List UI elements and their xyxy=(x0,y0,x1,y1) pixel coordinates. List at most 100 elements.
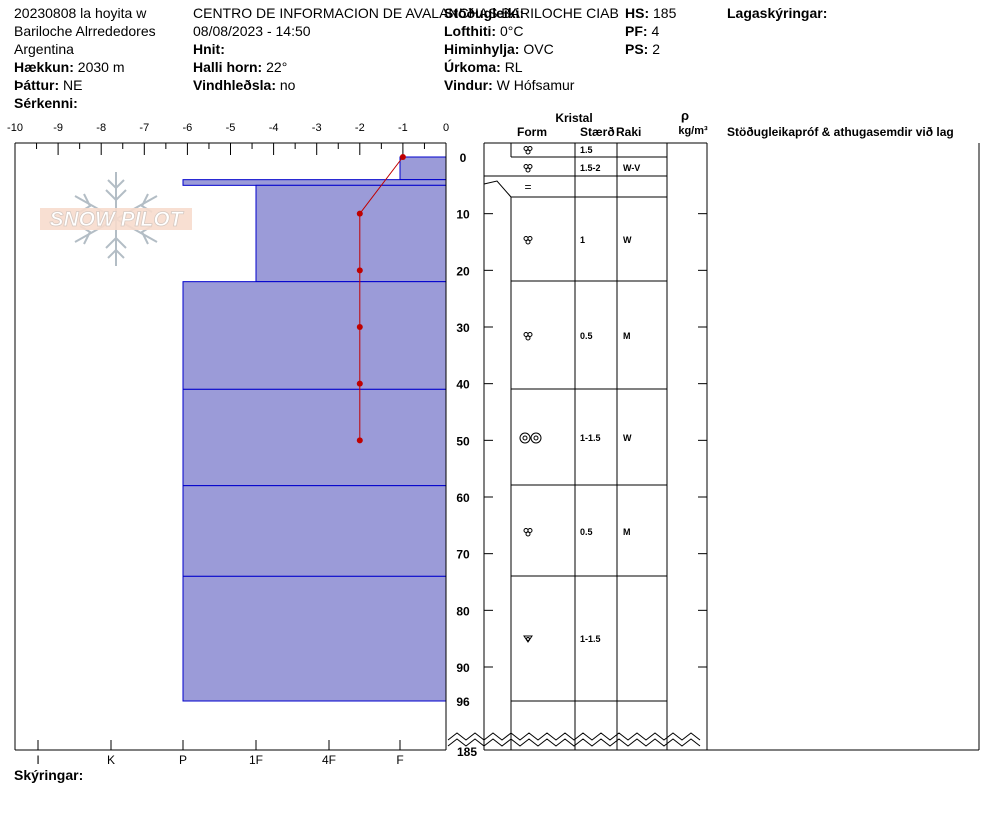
depth-tick-label: 80 xyxy=(456,604,470,618)
layer-moisture: W-V xyxy=(623,163,640,173)
precip-label: Úrkoma: xyxy=(444,59,501,75)
hardness-bar-0 xyxy=(399,156,447,181)
hardness-bar-6 xyxy=(182,575,447,702)
layer-size: 0.5 xyxy=(580,331,593,341)
moisture-header: Raki xyxy=(616,125,641,139)
temp-tick-label: -7 xyxy=(139,122,149,134)
hardness-bars xyxy=(182,156,447,702)
comments-header: Stöðugleikapróf & athugasemdir við lag xyxy=(727,125,954,139)
wind-value: W Hófsamur xyxy=(496,77,575,93)
depth-tick-label: 30 xyxy=(456,321,470,335)
hardness-label: P xyxy=(179,753,187,767)
hs-label: HS: xyxy=(625,5,650,21)
elevation-label: Hækkun: xyxy=(14,59,74,75)
break-zigzag xyxy=(447,738,701,747)
temperature-point xyxy=(356,380,363,387)
crystal-form-icon-3 xyxy=(523,332,533,341)
hardness-label: 4F xyxy=(322,753,336,767)
wind-loading-row: Vindhleðsla: no xyxy=(193,77,295,93)
hardness-label: 1F xyxy=(249,753,263,767)
break-zigzag xyxy=(447,732,701,741)
location-country: Argentina xyxy=(14,41,74,57)
wind-label: Vindur: xyxy=(444,77,493,93)
location-region: Bariloche Alrrededores xyxy=(14,23,156,39)
ps-row: PS: 2 xyxy=(625,41,660,57)
pf-label: PF: xyxy=(625,23,648,39)
slope-row: Halli horn: 22° xyxy=(193,59,287,75)
chart-axes: -10 -9 -8 -7 -6 -5 -4 -3 -2 -1 0I K P 1F 4F F0102030405… xyxy=(7,122,477,767)
crystal-form-icon-2 xyxy=(523,236,533,245)
observation-datetime: 08/08/2023 - 14:50 xyxy=(193,23,311,39)
layer-size: 1-1.5 xyxy=(580,634,601,644)
hardness-label: I xyxy=(36,753,39,767)
slope-value: 22° xyxy=(266,59,288,75)
depth-tick-label: 96 xyxy=(456,695,470,709)
layer-size: 1-1.5 xyxy=(580,433,601,443)
depth-tick-label: 90 xyxy=(456,661,470,675)
layer-moisture: M xyxy=(623,331,631,341)
temp-tick-label: -6 xyxy=(183,122,193,134)
depth-tick-label: 60 xyxy=(456,491,470,505)
air-temp-row: Lofthiti: 0°C xyxy=(444,23,523,39)
temp-tick-label: 0 xyxy=(443,122,449,134)
crystal-form-icon-5 xyxy=(523,528,533,537)
stability-label: Stöðugleiki: xyxy=(444,5,525,21)
hs-row: HS: 185 xyxy=(625,5,676,21)
pf-row: PF: 4 xyxy=(625,23,659,39)
depth-tick-label: 40 xyxy=(456,378,470,392)
aspect-row: Þáttur: NE xyxy=(14,77,82,93)
precip-row: Úrkoma: RL xyxy=(444,59,523,75)
slope-label: Halli horn: xyxy=(193,59,263,75)
crystal-form-icon-6 xyxy=(523,635,533,643)
hs-value: 185 xyxy=(653,5,677,21)
temp-tick-label: -3 xyxy=(312,122,322,134)
temp-tick-label: -10 xyxy=(7,122,23,134)
layer-table: Kristal Form Stærð Raki ρ kg/m³ Stöðugleikapró… xyxy=(447,108,980,751)
ps-label: PS: xyxy=(625,41,649,57)
wind-row: Vindur: W Hófsamur xyxy=(444,77,574,93)
temp-tick-label: -4 xyxy=(269,122,279,134)
features-row: Sérkenni: xyxy=(14,95,78,111)
layer-moisture: W xyxy=(623,235,632,245)
hardness-bar-2 xyxy=(255,184,447,283)
size-header: Stærð xyxy=(580,125,615,139)
temperature-point xyxy=(356,267,363,274)
temp-tick-label: -1 xyxy=(398,122,408,134)
wind-loading-value: no xyxy=(279,77,296,93)
layer-size: 1.5 xyxy=(580,145,593,155)
location-title: 20230808 la hoyita w xyxy=(14,5,147,21)
hardness-bar-1 xyxy=(182,179,447,186)
rho-header: ρ xyxy=(681,108,689,123)
depth-tick-label: 0 xyxy=(460,151,467,165)
crystal-form-icon-0 xyxy=(523,146,533,155)
layer-size: 1.5-2 xyxy=(580,163,601,173)
organization-name: CENTRO DE INFORMACION DE AVALANCHAS BARI… xyxy=(193,5,619,21)
pf-value: 4 xyxy=(651,23,660,39)
hardness-bar-4 xyxy=(182,388,447,487)
temperature-line xyxy=(359,156,404,441)
sky-value: OVC xyxy=(523,41,554,57)
legend-label: Skýringar: xyxy=(14,767,84,783)
logo-text: SNOW PILOT xyxy=(50,208,185,231)
depth-tick-label: 70 xyxy=(456,548,470,562)
depth-bottom-label: 185 xyxy=(457,745,477,759)
crystal-form-icon-1 xyxy=(523,164,533,173)
layer-notes-label: Lagaskýringar: xyxy=(727,5,828,21)
temp-tick-label: -8 xyxy=(96,122,106,134)
depth-tick-label: 20 xyxy=(456,264,470,278)
coords-row: Hnit: xyxy=(193,41,225,57)
ps-value: 2 xyxy=(652,41,661,57)
elevation-value: 2030 m xyxy=(77,59,125,75)
features-label: Sérkenni: xyxy=(14,95,78,111)
layer-size: 1 xyxy=(580,235,585,245)
temp-tick-label: -2 xyxy=(355,122,365,134)
precip-value: RL xyxy=(504,59,523,75)
temperature-point xyxy=(356,210,363,217)
hardness-label: F xyxy=(396,753,403,767)
elevation-row: Hækkun: 2030 m xyxy=(14,59,125,75)
form-header: Form xyxy=(517,125,547,139)
density-unit-header: kg/m³ xyxy=(678,125,708,137)
temperature-point xyxy=(399,154,406,160)
temperature-profile xyxy=(356,154,406,444)
